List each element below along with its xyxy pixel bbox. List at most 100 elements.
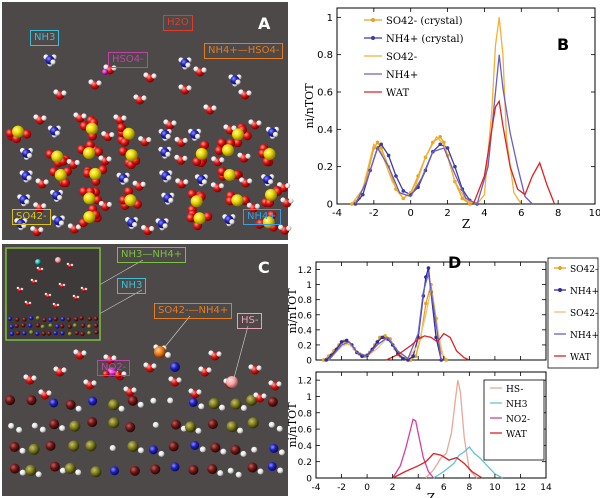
water-hydrogen bbox=[133, 94, 139, 100]
atom bbox=[276, 425, 283, 432]
series-line bbox=[386, 332, 470, 361]
x-tick-label: -2 bbox=[337, 483, 346, 493]
atom bbox=[87, 330, 92, 336]
y-tick-label: 0.6 bbox=[298, 426, 313, 436]
water-hydrogen bbox=[175, 178, 181, 184]
x-tick-label: 2 bbox=[390, 483, 396, 493]
panel-a-letter: A bbox=[258, 14, 271, 33]
atom bbox=[28, 315, 34, 321]
atom bbox=[230, 398, 242, 410]
data-point bbox=[361, 192, 365, 197]
atom bbox=[59, 467, 66, 474]
atom bbox=[222, 144, 235, 157]
data-point bbox=[413, 354, 418, 359]
atom bbox=[19, 469, 26, 476]
x-tick-label: 4 bbox=[415, 483, 421, 493]
data-point bbox=[424, 301, 428, 306]
water-hydrogen bbox=[219, 157, 225, 163]
water-hydrogen bbox=[140, 181, 146, 187]
leader-line bbox=[163, 315, 191, 349]
panel-c-letter: C bbox=[258, 258, 270, 277]
water-hydrogen bbox=[211, 105, 217, 111]
atom bbox=[27, 323, 33, 328]
atom bbox=[49, 419, 60, 430]
water-hydrogen bbox=[196, 389, 202, 395]
panel-c-inset-molecules bbox=[7, 257, 99, 337]
data-point bbox=[344, 338, 349, 343]
atom bbox=[19, 447, 26, 454]
atom bbox=[55, 257, 61, 263]
water-hydrogen bbox=[41, 115, 47, 121]
atom bbox=[49, 461, 60, 472]
water-hydrogen bbox=[256, 120, 262, 126]
atom bbox=[118, 146, 128, 156]
atom bbox=[22, 331, 27, 336]
atom bbox=[195, 133, 201, 139]
atom bbox=[59, 323, 65, 329]
atom bbox=[35, 315, 41, 321]
water-hydrogen bbox=[123, 386, 129, 392]
data-point bbox=[324, 358, 329, 362]
atom bbox=[58, 282, 62, 286]
atom bbox=[89, 167, 102, 180]
y-tick-label: 0.4 bbox=[317, 125, 333, 136]
chart-b: 0 0.2 0.4 0.6 0.8 1 -4 -2 0 2 4 6 8 10 Zni/nTOT SO42- (… bbox=[303, 7, 600, 231]
atom bbox=[28, 301, 32, 305]
series-line bbox=[392, 418, 435, 479]
atom bbox=[90, 466, 102, 478]
atom bbox=[53, 330, 58, 336]
atom bbox=[40, 267, 44, 271]
atom bbox=[110, 466, 120, 476]
atom bbox=[9, 463, 20, 474]
leader-line bbox=[233, 325, 249, 379]
atom bbox=[148, 445, 158, 455]
atom bbox=[60, 330, 65, 336]
water-hydrogen bbox=[286, 225, 292, 231]
atom bbox=[118, 405, 125, 412]
water-hydrogen bbox=[43, 179, 49, 185]
water-hydrogen bbox=[33, 202, 39, 208]
series-line bbox=[392, 452, 483, 479]
legend-box bbox=[547, 257, 599, 369]
atom bbox=[51, 150, 64, 163]
atom bbox=[48, 317, 53, 322]
data-point bbox=[438, 142, 443, 147]
water-hydrogen bbox=[88, 79, 94, 85]
atom bbox=[69, 420, 81, 432]
atom bbox=[268, 421, 275, 428]
atom bbox=[67, 331, 73, 337]
water-hydrogen bbox=[254, 203, 260, 209]
water-hydrogen bbox=[103, 354, 109, 360]
data-point bbox=[379, 146, 384, 150]
legend-entry: NH4+ bbox=[386, 70, 418, 81]
water-hydrogen bbox=[98, 200, 104, 207]
atom bbox=[188, 397, 198, 407]
x-tick-label: -2 bbox=[369, 208, 379, 219]
water-hydrogen bbox=[74, 159, 80, 166]
atom bbox=[83, 147, 96, 160]
atom bbox=[120, 137, 130, 147]
water-hydrogen bbox=[203, 104, 209, 110]
water-hydrogen bbox=[277, 182, 283, 188]
atom bbox=[233, 138, 243, 148]
x-tick-label: 4 bbox=[481, 208, 487, 219]
atom bbox=[5, 395, 16, 406]
atom bbox=[127, 395, 138, 406]
water-hydrogen bbox=[41, 203, 47, 209]
atom bbox=[166, 175, 172, 181]
atom bbox=[85, 440, 97, 452]
water-hydrogen bbox=[201, 67, 207, 73]
series-line bbox=[433, 446, 503, 479]
atom bbox=[165, 352, 171, 358]
water-hydrogen bbox=[23, 374, 29, 380]
water-hydrogen bbox=[46, 390, 52, 396]
atom bbox=[195, 147, 208, 160]
y-tick-label: 0.8 bbox=[317, 50, 333, 61]
atom bbox=[251, 446, 258, 453]
label-a-so4: SO42- bbox=[12, 209, 51, 225]
atom bbox=[231, 128, 244, 141]
atom bbox=[195, 427, 202, 434]
atom bbox=[170, 362, 180, 372]
data-point bbox=[406, 358, 410, 362]
data-point bbox=[375, 140, 380, 145]
